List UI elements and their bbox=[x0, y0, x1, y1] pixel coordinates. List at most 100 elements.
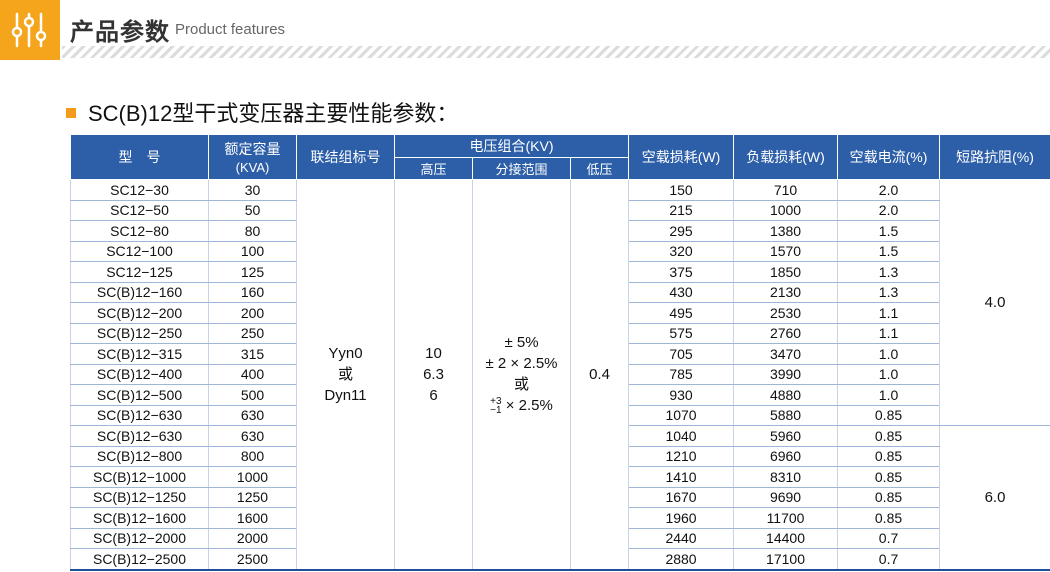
cell-no-load-loss: 320 bbox=[628, 241, 735, 262]
cell-model: SC(B)12−630 bbox=[70, 425, 209, 447]
page-header: 产品参数 Product features bbox=[0, 0, 1050, 60]
cell-capacity: 1250 bbox=[208, 487, 297, 508]
cell-no-load-loss: 430 bbox=[628, 282, 735, 303]
table-bottom-rule bbox=[70, 569, 1050, 571]
cell-load-loss: 17100 bbox=[733, 548, 839, 570]
cell-capacity: 100 bbox=[208, 241, 297, 262]
hv-line: 10 bbox=[425, 344, 442, 362]
table-row: SC(B)12−1600 1600 1960 11700 0.85 bbox=[70, 507, 1050, 529]
table-row: SC12−125 125 375 1850 1.3 bbox=[70, 261, 1050, 283]
cell-capacity: 30 bbox=[208, 179, 297, 201]
header-low-voltage: 低压 bbox=[569, 157, 630, 180]
tap-line: ± 5% bbox=[504, 334, 539, 352]
cell-load-loss: 2760 bbox=[733, 323, 839, 344]
table-row: SC(B)12−630 630 1040 5960 0.85 6.0 bbox=[70, 425, 1050, 570]
cell-no-load-current: 0.85 bbox=[837, 487, 941, 508]
cell-no-load-loss: 1070 bbox=[628, 405, 735, 426]
page-title: 产品参数 bbox=[70, 18, 170, 46]
cell-capacity: 160 bbox=[208, 282, 297, 303]
cell-model: SC(B)12−800 bbox=[70, 446, 209, 467]
cell-capacity: 1000 bbox=[208, 466, 297, 488]
cell-model: SC(B)12−1600 bbox=[70, 507, 209, 529]
tap-line: 或 bbox=[513, 376, 529, 394]
cell-model: SC(B)12−200 bbox=[70, 302, 209, 324]
cell-model: SC12−125 bbox=[70, 261, 209, 283]
cell-no-load-loss: 2880 bbox=[628, 548, 735, 570]
cell-model: SC(B)12−250 bbox=[70, 323, 209, 344]
cell-no-load-current: 1.0 bbox=[837, 364, 941, 385]
spec-table-body: SC12−30 30 Yyn0 或 Dyn11 10 6.3 6 ± 5% ± 2 × 2.5% 或… bbox=[70, 179, 1050, 570]
cell-load-loss: 2130 bbox=[733, 282, 839, 303]
spec-table: 型 号 额定容量 (KVA) 联结组标号 电压组合(KV) 空载损耗(W) 负载… bbox=[70, 134, 1050, 570]
cell-no-load-loss: 1960 bbox=[628, 507, 735, 529]
cell-load-loss: 11700 bbox=[733, 507, 839, 529]
cell-no-load-current: 1.3 bbox=[837, 261, 941, 283]
cell-model: SC(B)12−2000 bbox=[70, 528, 209, 549]
cell-no-load-loss: 575 bbox=[628, 323, 735, 344]
cell-model: SC(B)12−1250 bbox=[70, 487, 209, 508]
cell-model: SC12−100 bbox=[70, 241, 209, 262]
spec-table-container: 型 号 额定容量 (KVA) 联结组标号 电压组合(KV) 空载损耗(W) 负载… bbox=[70, 134, 1050, 570]
cell-capacity: 200 bbox=[208, 302, 297, 324]
cell-model: SC(B)12−400 bbox=[70, 364, 209, 385]
table-row: SC(B)12−250 250 575 2760 1.1 bbox=[70, 323, 1050, 344]
cell-no-load-loss: 495 bbox=[628, 302, 735, 324]
cell-low-voltage: 0.4 bbox=[569, 179, 630, 570]
header-high-voltage: 高压 bbox=[394, 157, 473, 180]
table-row: SC12−30 30 Yyn0 或 Dyn11 10 6.3 6 ± 5% ± 2 × 2.5% 或… bbox=[70, 179, 1050, 570]
cell-no-load-loss: 295 bbox=[628, 220, 735, 242]
cell-no-load-current: 2.0 bbox=[837, 179, 941, 201]
cell-no-load-loss: 930 bbox=[628, 384, 735, 406]
connection-line: Dyn11 bbox=[324, 386, 367, 404]
tap-fraction-sup: +3 bbox=[490, 396, 502, 408]
table-row: SC(B)12−2000 2000 2440 14400 0.7 bbox=[70, 528, 1050, 549]
section-title-text: SC(B)12型干式变压器主要性能参数： bbox=[88, 101, 459, 126]
cell-capacity: 2500 bbox=[208, 548, 297, 570]
cell-model: SC(B)12−2500 bbox=[70, 548, 209, 570]
cell-no-load-loss: 785 bbox=[628, 364, 735, 385]
cell-model: SC(B)12−160 bbox=[70, 282, 209, 303]
cell-model: SC12−50 bbox=[70, 200, 209, 221]
cell-capacity: 800 bbox=[208, 446, 297, 467]
cell-connection: Yyn0 或 Dyn11 bbox=[296, 179, 395, 570]
cell-capacity: 50 bbox=[208, 200, 297, 221]
cell-load-loss: 1000 bbox=[733, 200, 839, 221]
cell-no-load-current: 1.5 bbox=[837, 220, 941, 242]
header-tap-range: 分接范围 bbox=[472, 157, 571, 180]
cell-capacity: 2000 bbox=[208, 528, 297, 549]
cell-impedance: 6.0 bbox=[939, 425, 1050, 570]
cell-capacity: 125 bbox=[208, 261, 297, 283]
header-impedance: 短路抗阻(%) bbox=[939, 134, 1050, 180]
cell-model: SC(B)12−1000 bbox=[70, 466, 209, 488]
header-model: 型 号 bbox=[70, 134, 209, 180]
cell-no-load-loss: 1410 bbox=[628, 466, 735, 488]
hv-line: 6 bbox=[429, 386, 438, 404]
cell-no-load-current: 1.1 bbox=[837, 302, 941, 324]
header-load-loss: 负载损耗(W) bbox=[733, 134, 839, 180]
cell-capacity: 400 bbox=[208, 364, 297, 385]
cell-capacity: 630 bbox=[208, 425, 297, 447]
tap-line: × 2.5% bbox=[505, 397, 553, 415]
cell-capacity: 80 bbox=[208, 220, 297, 242]
cell-no-load-current: 1.5 bbox=[837, 241, 941, 262]
header-capacity: 额定容量 (KVA) bbox=[208, 134, 297, 180]
cell-model: SC(B)12−315 bbox=[70, 343, 209, 365]
cell-no-load-loss: 705 bbox=[628, 343, 735, 365]
sliders-icon bbox=[0, 0, 60, 60]
cell-capacity: 500 bbox=[208, 384, 297, 406]
header-divider bbox=[62, 46, 1050, 58]
cell-tap-range: ± 5% ± 2 × 2.5% 或 +3 −1 × 2.5% bbox=[472, 179, 571, 570]
cell-no-load-current: 1.0 bbox=[837, 384, 941, 406]
cell-no-load-current: 1.3 bbox=[837, 282, 941, 303]
cell-load-loss: 5880 bbox=[733, 405, 839, 426]
cell-capacity: 250 bbox=[208, 323, 297, 344]
tap-fraction: +3 −1 bbox=[490, 396, 502, 416]
table-row: SC(B)12−315 315 705 3470 1.0 bbox=[70, 343, 1050, 365]
cell-no-load-current: 1.0 bbox=[837, 343, 941, 365]
cell-no-load-current: 0.7 bbox=[837, 528, 941, 549]
cell-load-loss: 3990 bbox=[733, 364, 839, 385]
cell-no-load-current: 0.85 bbox=[837, 507, 941, 529]
cell-load-loss: 4880 bbox=[733, 384, 839, 406]
cell-capacity: 630 bbox=[208, 405, 297, 426]
cell-load-loss: 8310 bbox=[733, 466, 839, 488]
